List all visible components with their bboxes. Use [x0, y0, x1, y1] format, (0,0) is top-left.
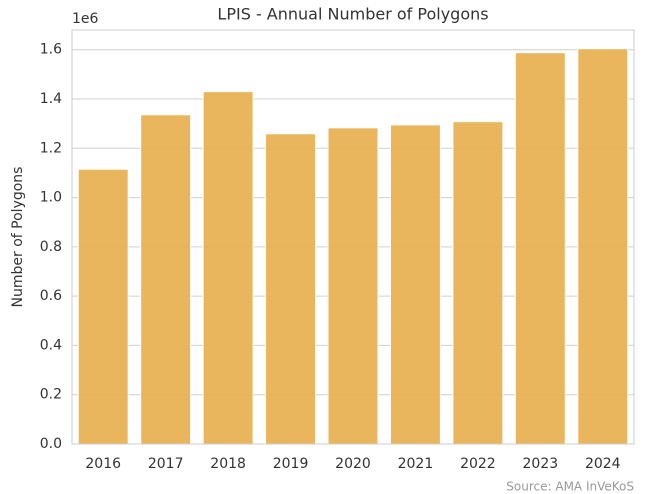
y-tick-label: 1.4 — [40, 91, 62, 107]
x-tick-label: 2017 — [148, 456, 184, 472]
y-tick-label: 1.2 — [40, 140, 62, 156]
bar — [577, 48, 629, 445]
y-tick-label: 1.6 — [40, 42, 62, 58]
y-offset-label: 1e6 — [72, 11, 99, 27]
y-tick-label: 0.0 — [40, 436, 62, 452]
bar — [265, 133, 317, 445]
y-tick-label: 0.6 — [40, 288, 62, 304]
x-tick-label: 2024 — [585, 456, 621, 472]
y-tick-label: 0.8 — [40, 239, 62, 255]
x-tick-label: 2021 — [398, 456, 434, 472]
x-tick-label: 2016 — [85, 456, 121, 472]
chart-title: LPIS - Annual Number of Polygons — [217, 5, 488, 24]
bar — [514, 52, 566, 445]
y-tick-label: 0.2 — [40, 387, 62, 403]
bar — [452, 121, 504, 445]
bar — [389, 124, 441, 445]
x-tick-label: 2022 — [460, 456, 496, 472]
x-tick-label: 2023 — [523, 456, 559, 472]
bar — [202, 91, 254, 445]
bar — [327, 127, 379, 445]
y-tick-label: 0.4 — [40, 337, 62, 353]
x-tick-label: 2020 — [335, 456, 371, 472]
source-note: Source: AMA InVeKoS — [506, 480, 634, 494]
x-tick-label: 2018 — [210, 456, 246, 472]
y-tick-label: 1.0 — [40, 190, 62, 206]
bar — [77, 168, 129, 445]
y-axis-label: Number of Polygons — [10, 167, 26, 308]
x-tick-label: 2019 — [273, 456, 309, 472]
plot-frame — [71, 29, 635, 445]
bar — [140, 114, 192, 445]
